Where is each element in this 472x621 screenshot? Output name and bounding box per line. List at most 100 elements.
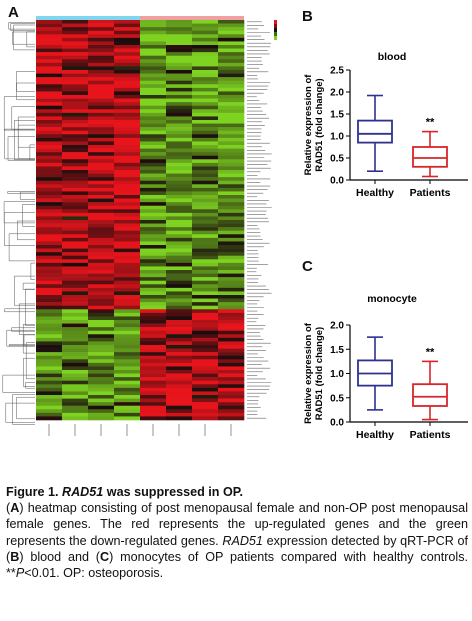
heatmap-cell (192, 384, 219, 389)
heatmap-cell (218, 402, 245, 407)
heatmap-cell (62, 120, 89, 124)
heatmap-cell (62, 312, 89, 317)
heatmap-cell (140, 80, 167, 85)
heatmap-cell (218, 334, 245, 339)
heatmap-cell (218, 48, 245, 53)
heatmap-cell (140, 352, 167, 357)
heatmap-cell (192, 245, 219, 249)
heatmap-cell (62, 34, 89, 39)
heatmap-cell (140, 95, 167, 99)
heatmap-cell (36, 34, 63, 39)
heatmap-cell (166, 23, 193, 28)
heatmap-cell (62, 52, 89, 57)
heatmap-cell (192, 59, 219, 64)
heatmap-cell (218, 373, 245, 378)
heatmap-cell (88, 152, 115, 157)
heatmap-cell (218, 98, 245, 103)
heatmap-cell (114, 234, 141, 239)
heatmap-cell (88, 227, 115, 232)
heatmap-cell (62, 370, 89, 374)
heatmap-cell (36, 252, 63, 257)
heatmap-cell (36, 184, 63, 189)
heatmap-cell (140, 162, 167, 167)
heatmap-cell (114, 398, 141, 403)
heatmap-cell (140, 55, 167, 60)
heatmap-cell (192, 159, 219, 164)
heatmap-cell (218, 330, 245, 335)
heatmap-cell (192, 209, 219, 214)
heatmap-cell (218, 73, 245, 78)
heatmap-cell (218, 412, 245, 417)
heatmap-cell (218, 105, 245, 110)
heatmap-cell (140, 77, 167, 82)
caption-title-suffix: was suppressed in OP. (103, 485, 244, 499)
heatmap-cell (62, 148, 89, 153)
heatmap-cell (114, 298, 141, 303)
heatmap-cell (88, 370, 115, 374)
heatmap-cell (166, 59, 193, 64)
heatmap-cell (192, 387, 219, 392)
heatmap-cell (218, 220, 245, 224)
heatmap-cell (192, 184, 219, 189)
heatmap-cell (166, 323, 193, 328)
heatmap-cell (62, 112, 89, 117)
heatmap-cell (140, 105, 167, 110)
heatmap-cell (114, 180, 141, 185)
heatmap-cell (88, 220, 115, 224)
x-tick-label: Patients (410, 187, 451, 199)
heatmap-cell (88, 120, 115, 124)
heatmap-cell (36, 162, 63, 167)
heatmap-cell (140, 273, 167, 278)
heatmap-cell (88, 37, 115, 42)
heatmap-cell (166, 41, 193, 46)
heatmap-cell (166, 45, 193, 49)
heatmap-cell (114, 170, 141, 174)
heatmap-cell (140, 395, 167, 399)
heatmap-cell (166, 309, 193, 314)
heatmap-cell (218, 230, 245, 235)
heatmap-cell (62, 198, 89, 203)
heatmap-cell (88, 391, 115, 396)
heatmap-cell (88, 362, 115, 367)
heatmap-cell (218, 112, 245, 117)
heatmap-cell (114, 309, 141, 314)
heatmap-cell (36, 230, 63, 235)
heatmap-cell (62, 402, 89, 407)
heatmap-cell (218, 234, 245, 239)
heatmap-cell (218, 337, 245, 342)
heatmap-chart (2, 16, 277, 436)
heatmap-cell (140, 362, 167, 367)
heatmap-cell (114, 287, 141, 292)
heatmap-cell (114, 291, 141, 296)
heatmap-cell (166, 387, 193, 392)
heatmap-cell (140, 291, 167, 296)
heatmap-cell (192, 173, 219, 178)
heatmap-cell (140, 34, 167, 39)
heatmap-cell (36, 245, 63, 249)
heatmap-cell (192, 102, 219, 107)
heatmap-cell (140, 287, 167, 292)
heatmap-cell (62, 159, 89, 164)
heatmap-cell (114, 77, 141, 82)
heatmap-cell (166, 370, 193, 374)
heatmap-cell (140, 355, 167, 360)
heatmap-cell (192, 248, 219, 253)
heatmap-cell (218, 391, 245, 396)
heatmap-cell (218, 273, 245, 278)
heatmap-cell (192, 291, 219, 296)
heatmap-cell (166, 273, 193, 278)
heatmap-cell (192, 52, 219, 57)
heatmap-cell (36, 205, 63, 210)
heatmap-cell (166, 223, 193, 228)
heatmap-cell (166, 70, 193, 74)
heatmap-cell (88, 384, 115, 389)
heatmap-cell (218, 80, 245, 85)
heatmap-cell (36, 362, 63, 367)
heatmap-cell (166, 98, 193, 103)
heatmap-cell (140, 137, 167, 142)
heatmap-cell (140, 330, 167, 335)
heatmap-cell (192, 323, 219, 328)
heatmap-cell (36, 116, 63, 121)
heatmap-cell (62, 155, 89, 160)
heatmap-group-bar (218, 16, 244, 20)
